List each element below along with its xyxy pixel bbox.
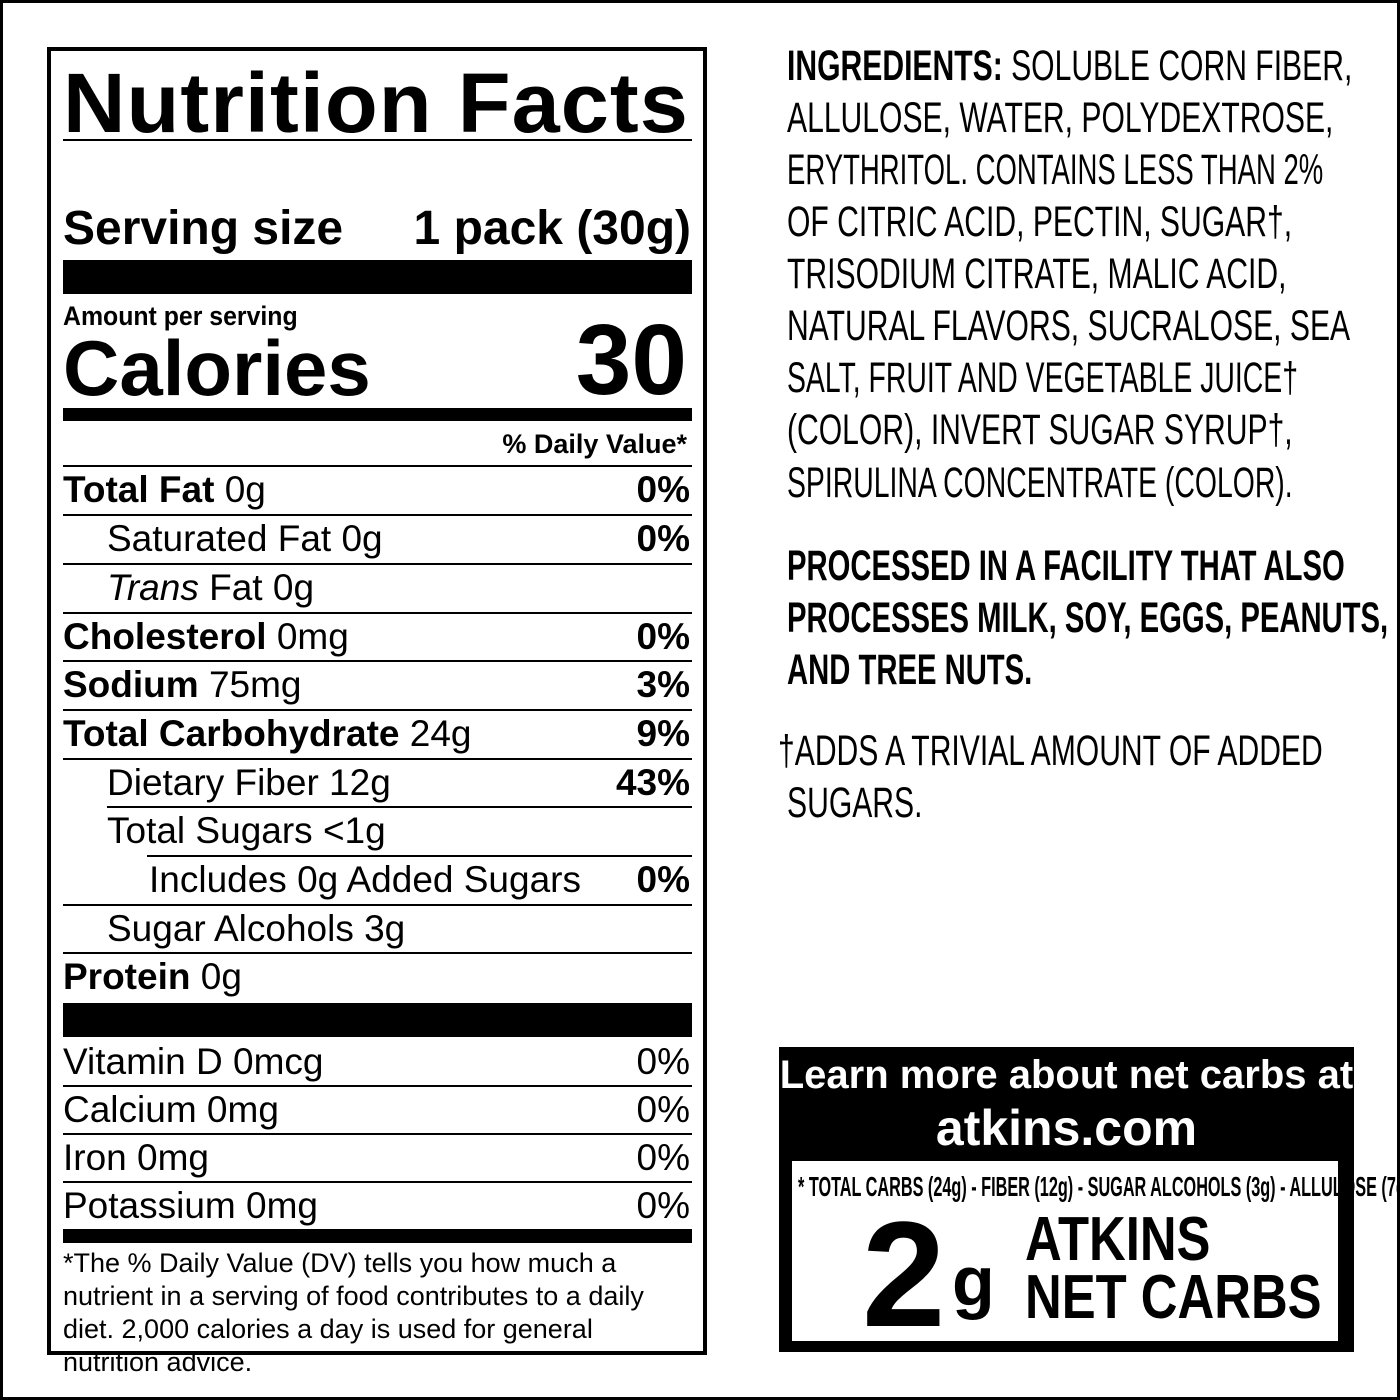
divider bbox=[63, 139, 692, 141]
serving-size-value: 1 pack (30g) bbox=[413, 202, 691, 255]
net-carbs-box: Learn more about net carbs at atkins.com… bbox=[779, 1047, 1400, 1352]
medium-bar bbox=[63, 408, 692, 421]
nutrient-row-total-fat: Total Fat 0g 0% bbox=[63, 465, 692, 514]
nutrient-row-trans-fat: Trans Fat 0g bbox=[63, 563, 692, 612]
nutrient-row-sugar-alcohols: Sugar Alcohols 3g bbox=[63, 904, 692, 953]
ingredients-line: SPIRULINA CONCENTRATE (COLOR). bbox=[787, 459, 1293, 507]
daily-value-header: % Daily Value* bbox=[502, 429, 687, 459]
ingredients-line: OF CITRIC ACID, PECTIN, SUGAR†, bbox=[787, 198, 1293, 246]
ingredients-line: SOLUBLE CORN FIBER, bbox=[1002, 42, 1353, 90]
nutrient-row-dietary-fiber: Dietary Fiber 12g 43% bbox=[63, 758, 692, 807]
net-carbs-label: ATKINS NET CARBS bbox=[1025, 1205, 1322, 1332]
net-carbs-unit: g bbox=[952, 1242, 995, 1320]
vitamin-row-potassium: Potassium 0mg 0% bbox=[63, 1181, 692, 1230]
ingredients-line: (COLOR), INVERT SUGAR SYRUP†, bbox=[787, 406, 1293, 454]
net-carbs-value: 2 bbox=[862, 1190, 946, 1358]
medium-bar bbox=[63, 1229, 692, 1243]
nutrient-row-sodium: Sodium 75mg 3% bbox=[63, 660, 692, 709]
nutrient-row-protein: Protein 0g bbox=[63, 952, 692, 1001]
thick-bar bbox=[63, 260, 692, 294]
nutrient-row-total-carbohydrate: Total Carbohydrate 24g 9% bbox=[63, 709, 692, 758]
atkins-url: atkins.com bbox=[935, 1100, 1198, 1156]
nutrition-facts-panel: Nutrition Facts Serving size 1 pack (30g… bbox=[47, 47, 707, 1377]
vitamin-row-vitamin-d: Vitamin D 0mcg 0% bbox=[63, 1041, 690, 1082]
calories-label: Calories bbox=[63, 324, 371, 412]
ingredients-line: SALT, FRUIT AND VEGETABLE JUICE† bbox=[787, 354, 1298, 402]
ingredients-line: ERYTHRITOL. CONTAINS LESS THAN 2% bbox=[787, 146, 1324, 194]
net-carbs-calculation: * TOTAL CARBS (24g) - FIBER (12g) - SUGA… bbox=[792, 1161, 1400, 1349]
nutrient-row-total-sugars: Total Sugars <1g bbox=[63, 806, 692, 855]
ingredients-line: NATURAL FLAVORS, SUCRALOSE, SEA bbox=[787, 302, 1351, 350]
ingredients-line: ALLULOSE, WATER, POLYDEXTROSE, bbox=[787, 94, 1334, 142]
amount-per-serving: Amount per serving bbox=[63, 301, 298, 331]
vitamin-row-calcium: Calcium 0mg 0% bbox=[63, 1085, 692, 1134]
daily-value-footnote: *The % Daily Value (DV) tells you how mu… bbox=[63, 1248, 644, 1377]
nutrient-row-saturated-fat: Saturated Fat 0g 0% bbox=[63, 514, 692, 563]
thick-bar bbox=[63, 1003, 692, 1037]
vitamin-row-iron: Iron 0mg 0% bbox=[63, 1133, 692, 1182]
nutrient-row-cholesterol: Cholesterol 0mg 0% bbox=[63, 612, 692, 661]
ingredients-label: INGREDIENTS: bbox=[787, 42, 1003, 90]
nutrition-facts-title: Nutrition Facts bbox=[63, 56, 689, 150]
ingredients-line: TRISODIUM CITRATE, MALIC ACID, bbox=[787, 250, 1287, 298]
nutrient-row-added-sugars: Includes 0g Added Sugars 0% bbox=[63, 855, 692, 904]
calories-value: 30 bbox=[575, 304, 687, 416]
serving-size-label: Serving size bbox=[63, 202, 344, 255]
net-carbs-equation: * TOTAL CARBS (24g) - FIBER (12g) - SUGA… bbox=[798, 1171, 1400, 1202]
learn-more-text: Learn more about net carbs at bbox=[779, 1053, 1354, 1097]
